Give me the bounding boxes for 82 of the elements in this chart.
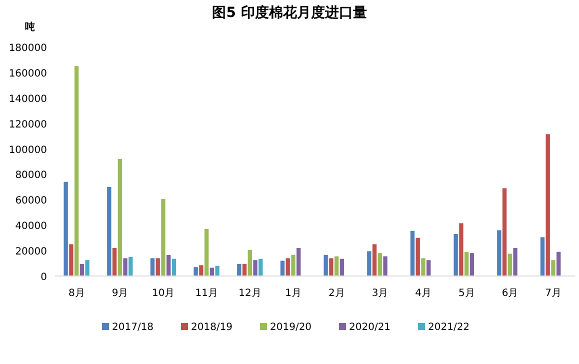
bar <box>372 244 377 276</box>
x-tick-label: 1月 <box>285 288 302 299</box>
y-tick-label: 20000 <box>15 246 47 258</box>
bar <box>286 258 290 276</box>
bar <box>74 66 79 276</box>
bar <box>421 258 426 276</box>
bar <box>470 253 474 276</box>
bar <box>150 258 155 276</box>
y-tick-label: 100000 <box>8 144 47 156</box>
bar <box>128 256 133 276</box>
y-tick-label: 160000 <box>8 68 47 80</box>
bar <box>508 254 512 276</box>
legend-label: 2019/20 <box>270 322 312 333</box>
bar <box>280 260 285 276</box>
bar <box>215 266 220 276</box>
bar <box>166 255 171 276</box>
bar <box>172 258 176 276</box>
bar <box>112 248 117 276</box>
bar <box>210 268 214 276</box>
bar <box>85 260 90 276</box>
bar <box>199 265 204 276</box>
y-tick-label: 40000 <box>15 221 47 232</box>
bar <box>502 188 507 276</box>
bar <box>242 264 247 276</box>
bar <box>378 253 382 276</box>
y-tick-label: 60000 <box>15 196 47 207</box>
bar <box>248 250 252 276</box>
y-tick-label: 140000 <box>8 94 47 105</box>
bar <box>454 234 458 276</box>
bar <box>367 251 372 276</box>
bar <box>416 238 420 276</box>
legend-label: 2017/18 <box>112 322 154 333</box>
x-tick-label: 9月 <box>112 288 128 299</box>
bar <box>258 258 263 276</box>
bar <box>513 248 518 276</box>
bar <box>107 186 112 276</box>
bar <box>334 256 339 276</box>
bar <box>464 252 469 276</box>
legend-label: 2021/22 <box>428 322 470 333</box>
bar <box>237 264 242 276</box>
x-tick-label: 2月 <box>328 288 345 299</box>
x-tick-label: 8月 <box>68 288 85 299</box>
bar <box>253 260 258 276</box>
x-tick-label: 7月 <box>545 288 562 299</box>
y-tick-label: 180000 <box>8 43 47 54</box>
bar <box>156 258 160 276</box>
bar <box>540 237 545 276</box>
bar <box>291 255 296 276</box>
y-tick-label: 120000 <box>8 119 47 130</box>
y-tick-label: 80000 <box>15 170 47 182</box>
bar <box>194 267 198 276</box>
bar <box>204 228 209 276</box>
x-tick-label: 5月 <box>458 288 475 299</box>
bar <box>383 256 388 276</box>
bar <box>556 252 561 276</box>
x-tick-label: 10月 <box>152 288 175 299</box>
bar <box>497 230 502 276</box>
bar <box>546 134 550 276</box>
bar <box>296 248 301 276</box>
bar <box>123 258 128 276</box>
legend-label: 2020/21 <box>349 322 391 333</box>
bar <box>161 199 166 276</box>
bar <box>410 230 415 276</box>
chart-title: 图5 印度棉花月度进口量 <box>212 4 367 21</box>
x-tick-label: 6月 <box>502 288 518 299</box>
y-tick-label: 0 <box>40 272 47 283</box>
bar <box>340 258 344 276</box>
bar <box>80 264 84 276</box>
bar <box>118 158 122 276</box>
y-axis-title: 吨 <box>25 21 35 33</box>
x-tick-label: 4月 <box>415 288 432 299</box>
bar <box>459 223 464 276</box>
bar <box>64 182 68 276</box>
x-tick-label: 11月 <box>195 288 218 299</box>
bar <box>69 244 74 276</box>
bar <box>551 260 556 276</box>
legend-label: 2018/19 <box>191 322 233 333</box>
x-tick-label: 12月 <box>238 288 262 299</box>
bar <box>426 260 431 276</box>
bar <box>329 258 334 276</box>
bar <box>324 255 328 276</box>
x-tick-label: 3月 <box>372 288 388 299</box>
